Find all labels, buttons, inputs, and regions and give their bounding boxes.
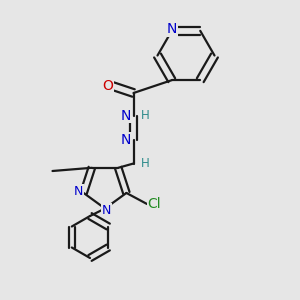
Text: N: N [74,185,83,198]
Text: N: N [121,109,131,122]
Text: N: N [102,203,111,217]
Text: Cl: Cl [148,197,161,211]
Text: N: N [167,22,177,36]
Text: H: H [141,109,150,122]
Text: O: O [102,79,113,92]
Text: H: H [140,157,149,170]
Text: N: N [121,133,131,146]
